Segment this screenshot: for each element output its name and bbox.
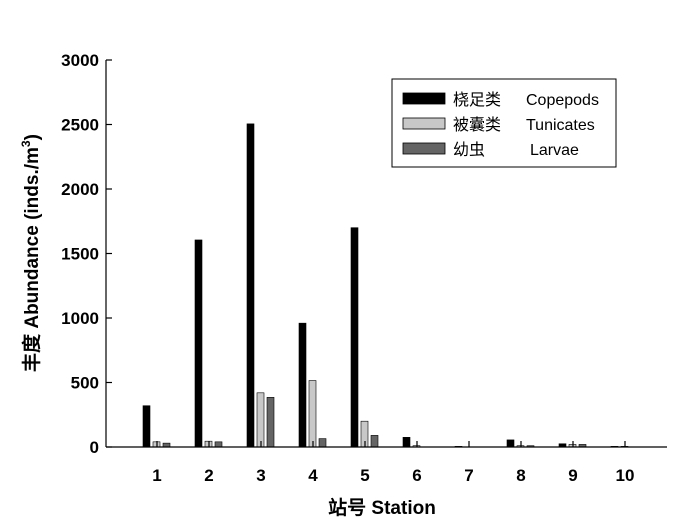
- x-tick-label-8: 8: [516, 466, 525, 485]
- bar-copepods-station-1: [142, 405, 151, 448]
- bar-copepods-station-3: [246, 123, 255, 448]
- x-tick-label-7: 7: [464, 466, 473, 485]
- bars-group: [142, 123, 629, 448]
- x-tick-label-2: 2: [204, 466, 213, 485]
- legend-label-cn-larvae: 幼虫: [453, 141, 485, 159]
- legend-label-cn-copepods: 桡足类: [453, 91, 501, 109]
- legend-label-cn-tunicates: 被囊类: [453, 116, 501, 134]
- bar-copepods-station-6: [402, 437, 411, 448]
- legend-swatch-larvae: [402, 142, 446, 155]
- y-tick-label-3000: 3000: [61, 51, 99, 70]
- legend-label-en-larvae: Larvae: [530, 142, 579, 159]
- bar-copepods-station-8: [506, 439, 515, 448]
- y-tick-label-2000: 2000: [61, 180, 99, 199]
- x-tick-label-4: 4: [308, 466, 318, 485]
- bar-larvae-station-3: [266, 397, 275, 448]
- x-tick-label-3: 3: [256, 466, 265, 485]
- x-axis-title: 站号 Station: [328, 496, 436, 519]
- bar-larvae-station-4: [318, 438, 327, 448]
- y-tick-label-2500: 2500: [61, 116, 99, 135]
- x-tick-label-10: 10: [616, 466, 635, 485]
- bar-copepods-station-4: [298, 322, 307, 448]
- y-tick-label-0: 0: [90, 438, 99, 457]
- legend-swatch-tunicates: [402, 117, 446, 130]
- bar-tunicates-station-4: [308, 380, 317, 448]
- x-tick-label-6: 6: [412, 466, 421, 485]
- y-axis-title-close: ): [22, 134, 43, 140]
- legend-swatch-copepods: [402, 92, 446, 105]
- legend: 桡足类 Copepods 被囊类 Tunicates 幼虫 Larvae: [391, 78, 617, 168]
- legend-label-en-tunicates: Tunicates: [526, 117, 595, 134]
- x-tick-label-5: 5: [360, 466, 369, 485]
- x-tick-label-9: 9: [568, 466, 577, 485]
- bar-copepods-station-2: [194, 239, 203, 448]
- y-axis-title-main: 丰度 Abundance (inds./m: [20, 147, 43, 372]
- y-tick-label-1000: 1000: [61, 309, 99, 328]
- legend-label-en-copepods: Copepods: [526, 92, 599, 109]
- y-tick-label-1500: 1500: [61, 245, 99, 264]
- x-ticks-group: 1 2 3 4 5 6 7 8 9 10: [152, 441, 634, 485]
- y-axis-title-superscript: 3: [19, 140, 33, 147]
- bar-copepods-station-5: [350, 227, 359, 448]
- x-tick-label-1: 1: [152, 466, 161, 485]
- bar-larvae-station-5: [370, 435, 379, 448]
- y-ticks-group: 0 500 1000 1500 2000 2500 3000: [61, 51, 112, 457]
- y-axis-title: 丰度 Abundance (inds./m3): [19, 134, 43, 372]
- bar-larvae-station-2: [214, 441, 223, 448]
- y-tick-label-500: 500: [71, 374, 99, 393]
- bar-tunicates-station-3: [256, 392, 265, 448]
